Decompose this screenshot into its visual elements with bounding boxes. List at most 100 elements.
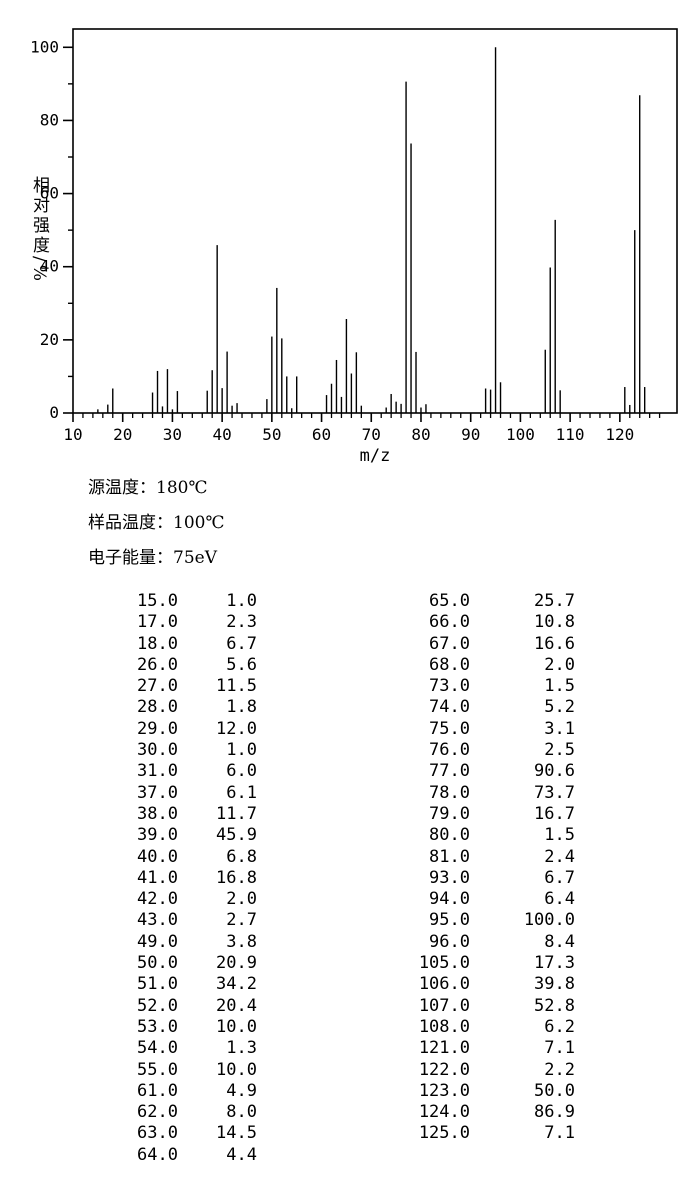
mz-cell: 93.0 xyxy=(429,867,470,888)
intensity-cell: 7.1 xyxy=(544,1123,575,1144)
mz-cell: 41.0 xyxy=(137,867,178,888)
intensity-cell: 2.2 xyxy=(544,1059,575,1080)
table-row: 107.0 52.8 xyxy=(392,996,575,1017)
mz-cell: 38.0 xyxy=(137,803,178,824)
mz-cell: 68.0 xyxy=(429,654,470,675)
intensity-cell: 6.8 xyxy=(226,846,257,867)
intensity-cell: 1.5 xyxy=(544,825,575,846)
table-row: 106.0 39.8 xyxy=(392,974,575,995)
table-row: 50.0 20.9 xyxy=(100,953,257,974)
table-row: 73.0 1.5 xyxy=(392,676,575,697)
table-row: 55.0 10.0 xyxy=(100,1060,257,1081)
mz-cell: 75.0 xyxy=(429,718,470,739)
intensity-cell: 1.5 xyxy=(544,676,575,697)
table-row: 95.0 100.0 xyxy=(392,910,575,931)
x-tick-label: 30 xyxy=(163,425,182,444)
table-row: 67.0 16.6 xyxy=(392,634,575,655)
table-row: 27.0 11.5 xyxy=(100,676,257,697)
intensity-cell: 8.0 xyxy=(226,1102,257,1123)
mz-cell: 42.0 xyxy=(137,889,178,910)
intensity-cell: 16.7 xyxy=(534,803,575,824)
intensity-cell: 16.8 xyxy=(216,867,257,888)
x-tick-label: 10 xyxy=(63,425,82,444)
x-tick-label: 60 xyxy=(312,425,331,444)
y-tick-label: 60 xyxy=(40,184,59,203)
table-row: 74.0 5.2 xyxy=(392,697,575,718)
table-row: 53.0 10.0 xyxy=(100,1017,257,1038)
table-row: 38.0 11.7 xyxy=(100,804,257,825)
x-tick-label: 80 xyxy=(411,425,430,444)
intensity-cell: 4.4 xyxy=(226,1144,257,1165)
mz-cell: 40.0 xyxy=(137,846,178,867)
mz-cell: 53.0 xyxy=(137,1016,178,1037)
intensity-cell: 52.8 xyxy=(534,995,575,1016)
mz-cell: 49.0 xyxy=(137,931,178,952)
mz-cell: 108.0 xyxy=(418,1016,470,1037)
table-row: 124.0 86.9 xyxy=(392,1102,575,1123)
intensity-cell: 6.2 xyxy=(544,1016,575,1037)
mz-cell: 74.0 xyxy=(429,697,470,718)
intensity-cell: 45.9 xyxy=(216,825,257,846)
mz-cell: 95.0 xyxy=(429,910,470,931)
table-row: 80.0 1.5 xyxy=(392,825,575,846)
mz-cell: 105.0 xyxy=(418,953,470,974)
intensity-cell: 2.4 xyxy=(544,846,575,867)
table-row: 31.0 6.0 xyxy=(100,761,257,782)
mz-cell: 43.0 xyxy=(137,910,178,931)
intensity-cell: 8.4 xyxy=(544,931,575,952)
table-row: 29.0 12.0 xyxy=(100,719,257,740)
mz-cell: 122.0 xyxy=(418,1059,470,1080)
intensity-cell: 1.3 xyxy=(226,1038,257,1059)
table-row: 105.0 17.3 xyxy=(392,953,575,974)
table-row: 65.0 25.7 xyxy=(392,591,575,612)
sample-temperature-label: 样品温度：100℃ xyxy=(88,513,225,533)
intensity-cell: 2.7 xyxy=(226,910,257,931)
intensity-cell: 1.0 xyxy=(226,591,257,611)
table-row: 121.0 7.1 xyxy=(392,1038,575,1059)
mz-cell: 31.0 xyxy=(137,761,178,782)
x-tick-label: 50 xyxy=(262,425,281,444)
plot-border xyxy=(72,28,678,414)
spectrum-peaks xyxy=(97,47,646,413)
table-row: 122.0 2.2 xyxy=(392,1060,575,1081)
table-row: 15.0 1.0 xyxy=(100,591,257,612)
intensity-cell: 16.6 xyxy=(534,633,575,654)
mz-cell: 63.0 xyxy=(137,1123,178,1144)
peak-table-left-column: 15.0 1.0 17.0 2.3 18.0 6.7 26.0 5.6 27.0 11.5 28.0… xyxy=(100,591,257,1166)
mz-cell: 51.0 xyxy=(137,974,178,995)
table-row: 77.0 90.6 xyxy=(392,761,575,782)
y-tick-label: 100 xyxy=(30,37,59,56)
source-temperature-label: 源温度：180℃ xyxy=(88,478,208,498)
table-row: 42.0 2.0 xyxy=(100,889,257,910)
mz-cell: 80.0 xyxy=(429,825,470,846)
x-tick-label: 120 xyxy=(605,425,634,444)
table-row: 79.0 16.7 xyxy=(392,804,575,825)
table-row: 94.0 6.4 xyxy=(392,889,575,910)
table-row: 40.0 6.8 xyxy=(100,847,257,868)
intensity-cell: 20.9 xyxy=(216,953,257,974)
x-tick-label: 110 xyxy=(556,425,585,444)
intensity-cell: 11.7 xyxy=(216,803,257,824)
x-tick-label: 40 xyxy=(213,425,232,444)
table-row: 62.0 8.0 xyxy=(100,1102,257,1123)
y-axis-title: 相对强度/% xyxy=(29,176,49,284)
table-row: 108.0 6.2 xyxy=(392,1017,575,1038)
table-row: 76.0 2.5 xyxy=(392,740,575,761)
intensity-cell: 1.8 xyxy=(226,697,257,718)
mz-cell: 55.0 xyxy=(137,1059,178,1080)
mz-cell: 64.0 xyxy=(137,1144,178,1165)
mz-cell: 50.0 xyxy=(137,953,178,974)
intensity-cell: 2.0 xyxy=(544,654,575,675)
intensity-cell: 5.2 xyxy=(544,697,575,718)
intensity-cell: 2.0 xyxy=(226,889,257,910)
mz-cell: 26.0 xyxy=(137,654,178,675)
mz-cell: 123.0 xyxy=(418,1080,470,1101)
x-tick-label: 20 xyxy=(113,425,132,444)
mz-cell: 124.0 xyxy=(418,1102,470,1123)
intensity-cell: 17.3 xyxy=(534,953,575,974)
mz-cell: 96.0 xyxy=(429,931,470,952)
intensity-cell: 1.0 xyxy=(226,740,257,761)
mz-cell: 65.0 xyxy=(429,591,470,611)
intensity-cell: 5.6 xyxy=(226,654,257,675)
